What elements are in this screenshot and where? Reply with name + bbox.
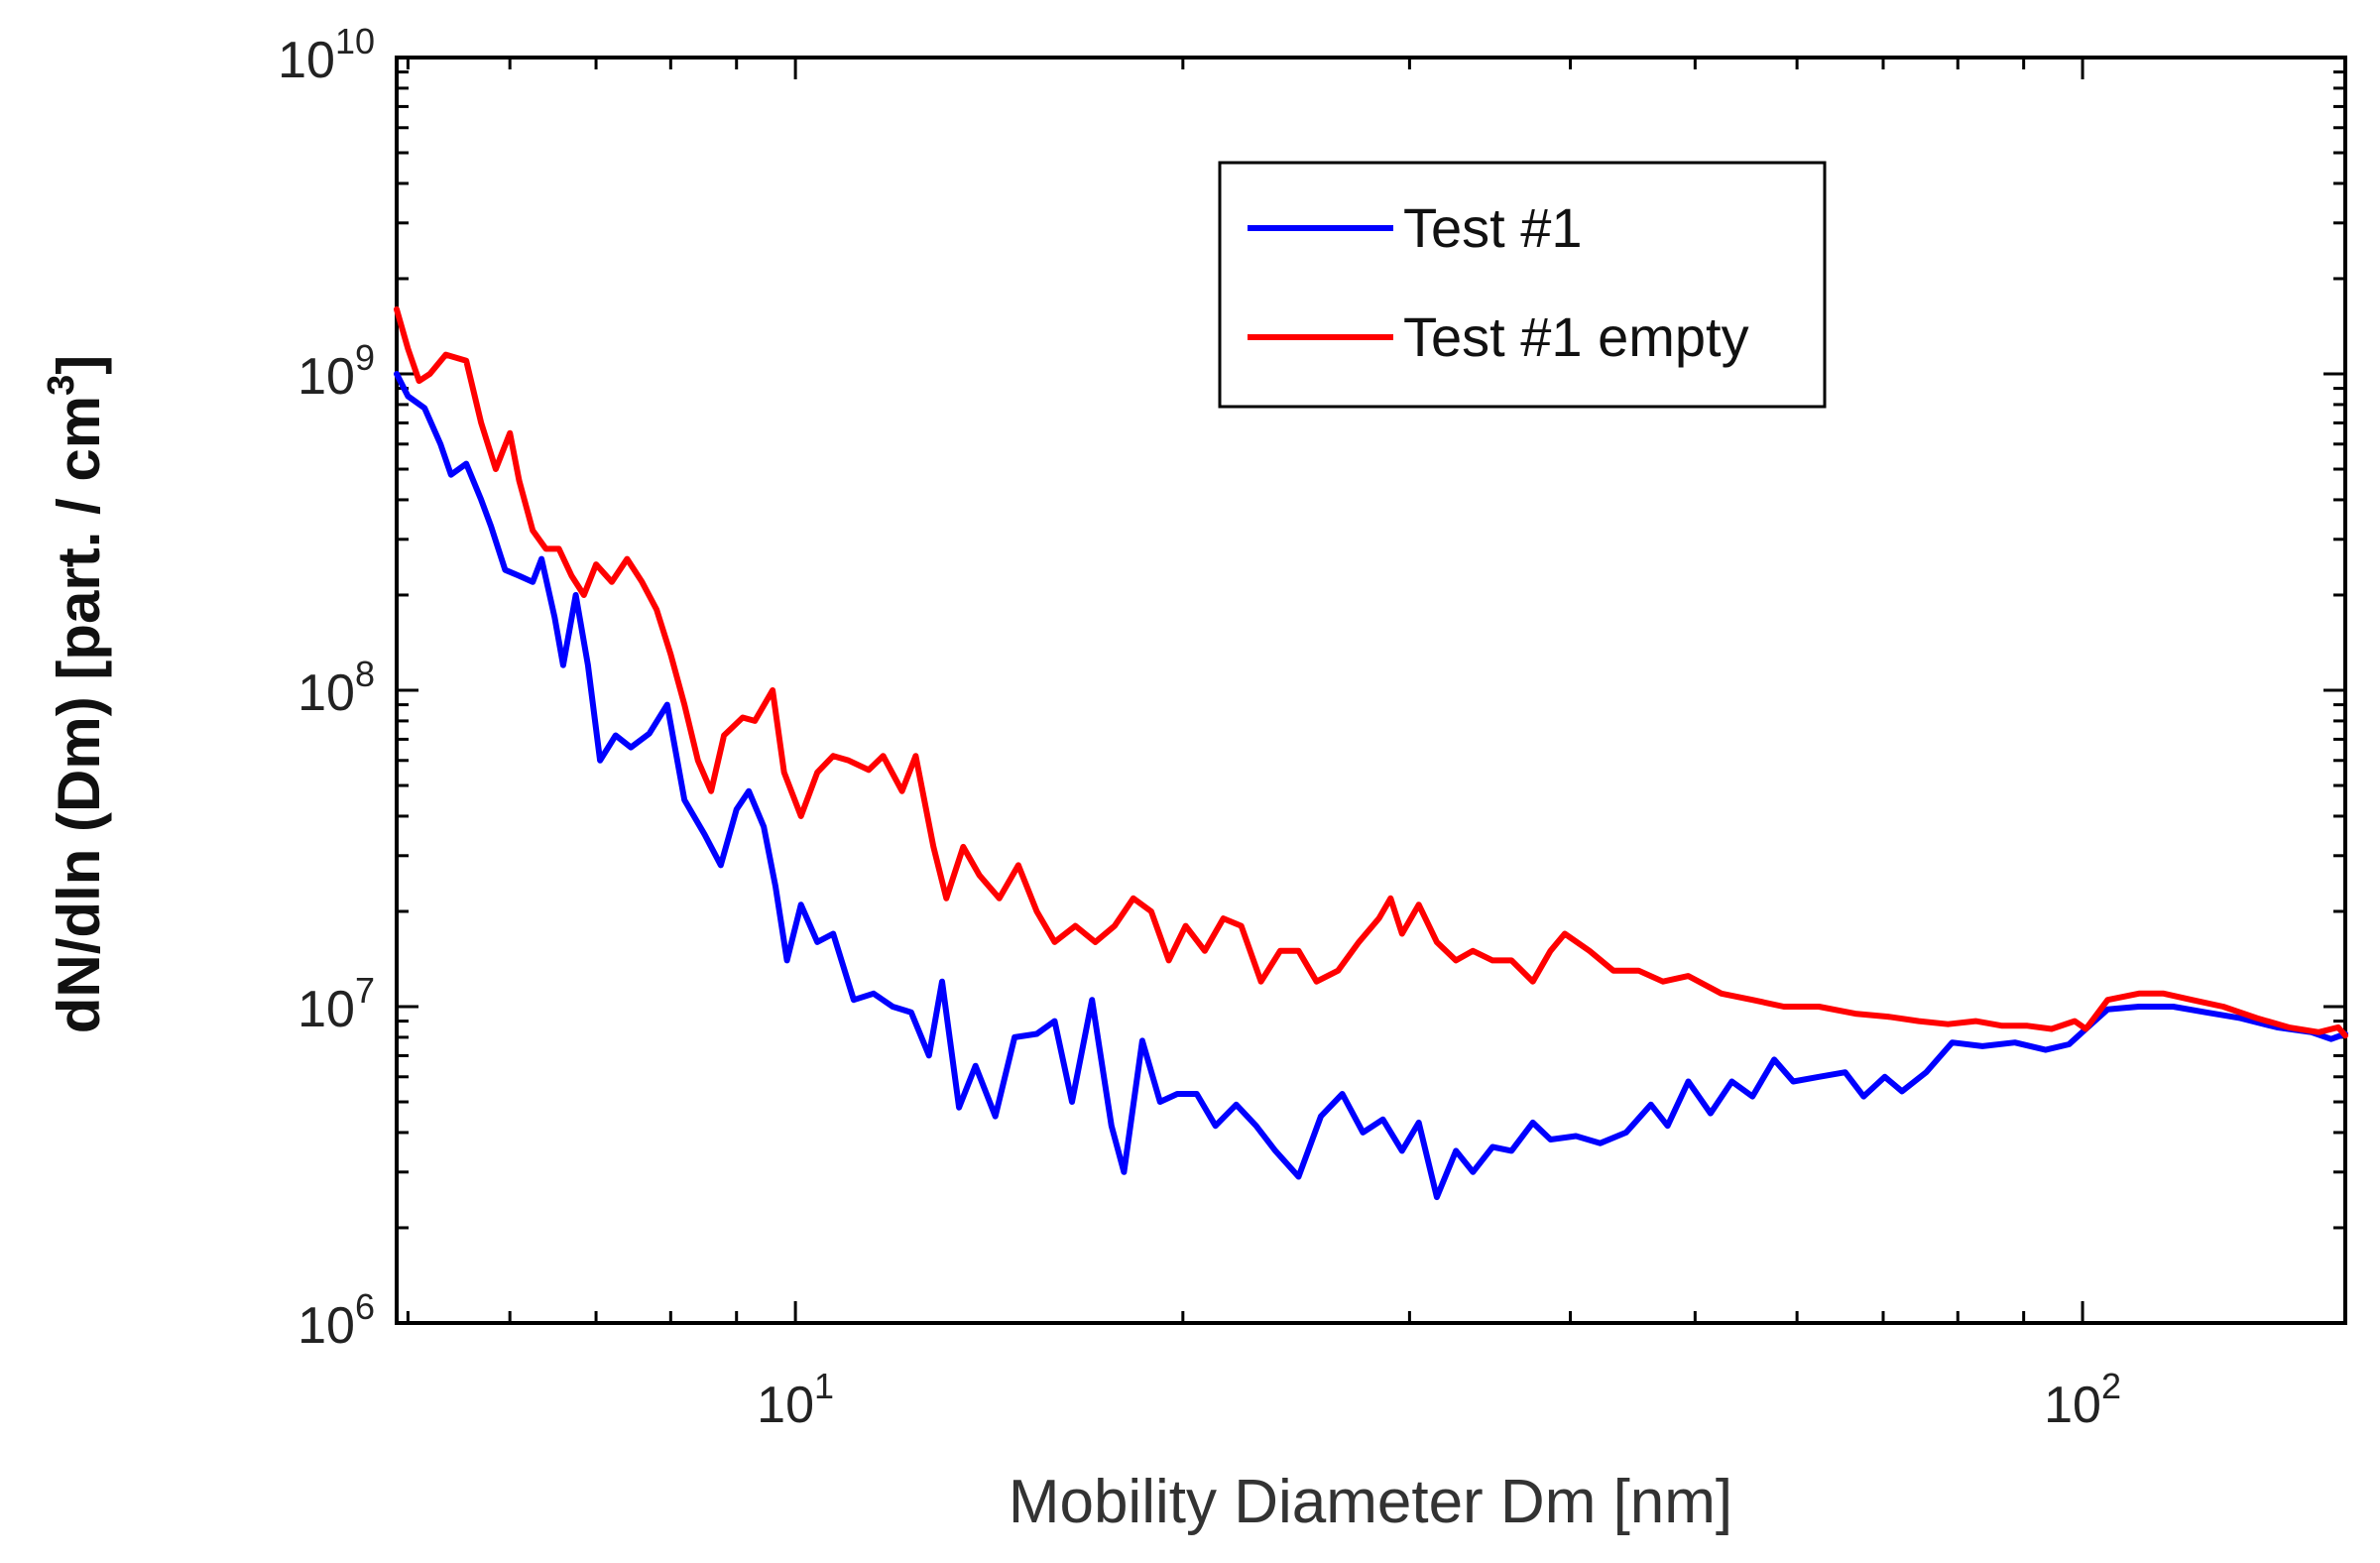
x-axis-label: Mobility Diameter Dm [nm] — [1009, 1468, 1732, 1536]
x-tick-label: 102 — [2044, 1366, 2121, 1434]
y-tick-label: 108 — [298, 654, 375, 722]
x-tick-label-exponent: 1 — [814, 1366, 834, 1406]
y-tick-label: 107 — [298, 970, 375, 1038]
y-tick-label: 106 — [298, 1286, 375, 1355]
y-axis-label-close: ] — [46, 355, 112, 375]
y-tick-label-exponent: 10 — [335, 21, 375, 61]
y-tick-label-base: 10 — [298, 348, 355, 406]
y-axis-label-main: dN/dln (Dm) [part. / cm — [46, 396, 112, 1033]
y-tick-label-base: 10 — [278, 32, 335, 89]
y-tick-label-exponent: 7 — [355, 970, 375, 1011]
y-tick-label-exponent: 6 — [355, 1286, 375, 1327]
x-axis: 101 102 — [757, 1366, 2121, 1434]
y-tick-label-base: 10 — [298, 664, 355, 722]
legend-label-test-1-empty: Test #1 empty — [1403, 305, 1749, 368]
y-tick-label-base: 10 — [298, 1297, 355, 1355]
series-group — [394, 305, 2348, 1201]
x-minor-ticks — [406, 58, 2084, 1323]
y-axis-label-superscript: 3 — [41, 375, 82, 396]
x-tick-label: 101 — [757, 1366, 834, 1434]
y-axis-label: dN/dln (Dm) [part. / cm3] — [41, 355, 112, 1033]
y-minor-ticks — [397, 70, 2345, 1325]
x-tick-label-exponent: 2 — [2101, 1366, 2121, 1406]
y-tick-label-exponent: 8 — [355, 654, 375, 694]
series-line-test-1-empty — [394, 305, 2348, 1039]
x-tick-label-base: 10 — [757, 1377, 814, 1434]
y-tick-label-exponent: 9 — [355, 337, 375, 378]
y-tick-label-base: 10 — [298, 981, 355, 1038]
legend-label-test-1: Test #1 — [1403, 196, 1583, 259]
x-tick-label-base: 10 — [2044, 1377, 2101, 1434]
series-line-test-1 — [394, 371, 2348, 1201]
y-tick-label: 109 — [298, 337, 375, 406]
y-tick-label: 1010 — [278, 21, 375, 89]
legend-box — [1218, 161, 1827, 409]
legend: Test #1 Test #1 empty — [1218, 161, 1827, 409]
